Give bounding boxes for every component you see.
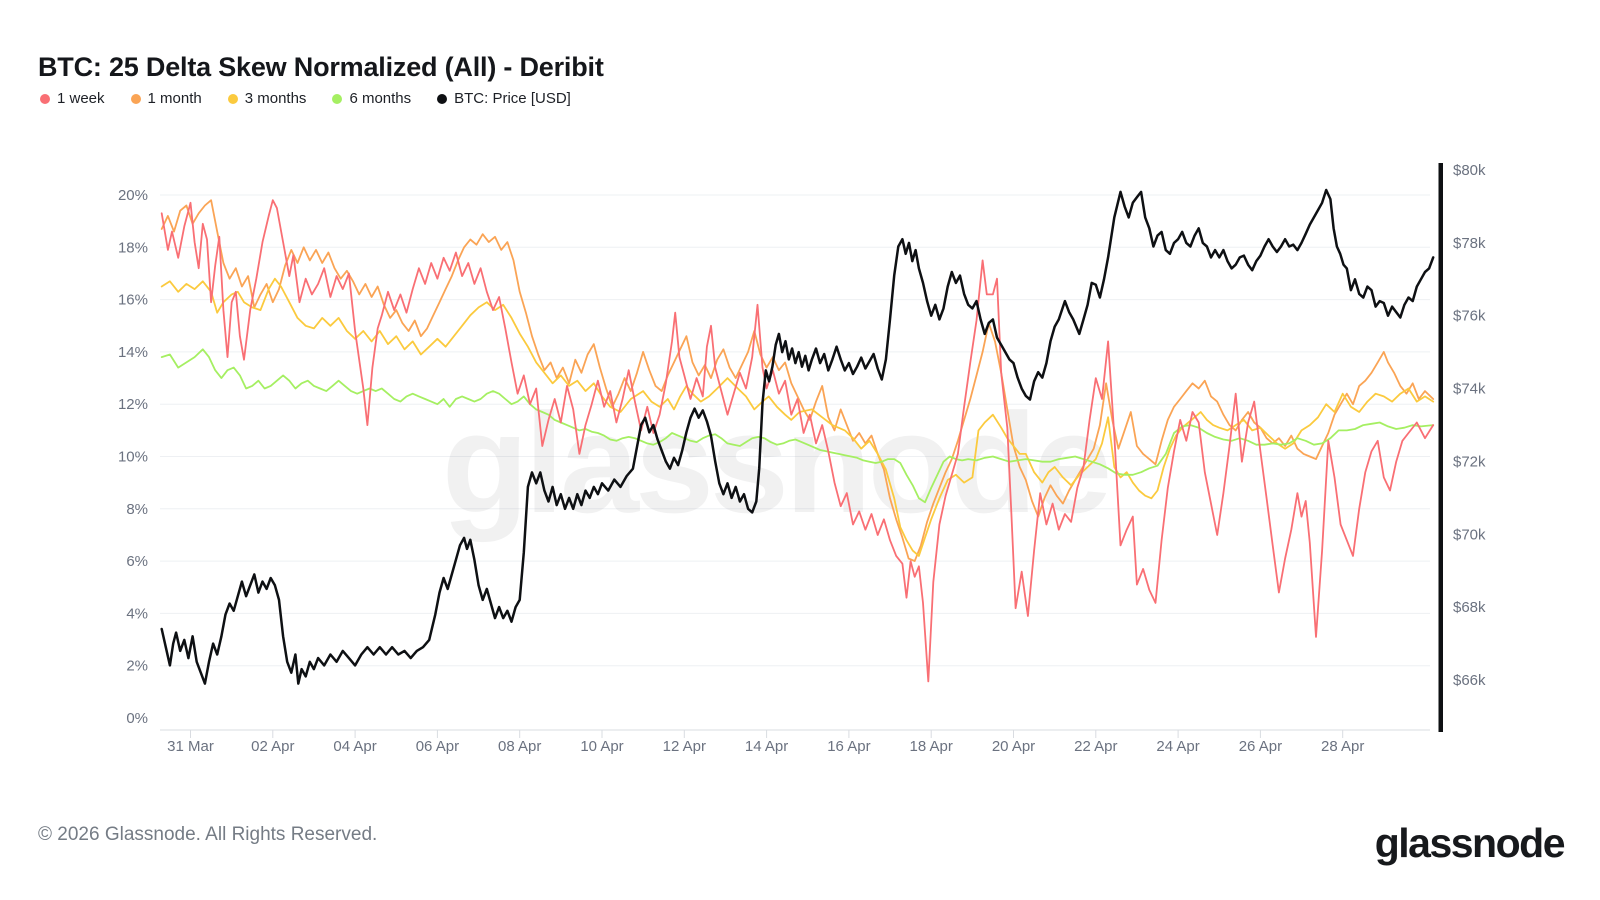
legend-label: 1 month [147, 90, 202, 107]
left-axis-label: 6% [126, 553, 148, 570]
page-title: BTC: 25 Delta Skew Normalized (All) - De… [38, 52, 604, 83]
left-axis-label: 2% [126, 658, 148, 675]
series-line-1-month [160, 199, 1435, 562]
x-axis-label: 10 Apr [580, 738, 623, 755]
x-axis-label: 12 Apr [663, 738, 706, 755]
legend-dot-icon [437, 93, 448, 104]
legend-item-6-months[interactable]: 6 months [332, 90, 411, 107]
right-axis-label: $74k [1453, 381, 1486, 398]
chart-legend: 1 week 1 month 3 months 6 months BTC: Price … [40, 90, 571, 107]
legend-dot-icon [130, 93, 141, 104]
series-line-3-months [160, 277, 1435, 557]
chart-canvas: glassnode 31 Mar 02 Apr 04 Apr 06 Apr 08 Apr 1… [118, 162, 1486, 755]
x-axis-label: 08 Apr [498, 738, 541, 755]
x-axis-label: 26 Apr [1239, 738, 1282, 755]
legend-item-1-month[interactable]: 1 month [130, 90, 202, 107]
left-axis-label: 16% [118, 292, 148, 309]
legend-dot-icon [227, 93, 238, 104]
legend-label: 3 months [244, 90, 307, 107]
series-line-btc-price-usd [160, 188, 1435, 685]
right-axis-label: $68k [1453, 599, 1486, 616]
left-axis-label: 10% [118, 449, 148, 466]
left-axis-label: 12% [118, 396, 148, 413]
x-axis-label: 20 Apr [992, 738, 1035, 755]
series-line-1-week [160, 199, 1435, 683]
price-axis-line [1438, 163, 1443, 732]
x-axis-label: 04 Apr [333, 738, 376, 755]
chart-area: glassnode 31 Mar 02 Apr 04 Apr 06 Apr 08 Apr 1… [0, 130, 1600, 770]
x-axis-label: 18 Apr [910, 738, 953, 755]
x-axis-label: 06 Apr [416, 738, 459, 755]
right-axis-label: $72k [1453, 453, 1486, 470]
right-axis-label: $70k [1453, 526, 1486, 543]
legend-label: 1 week [57, 90, 105, 107]
left-axis-label: 4% [126, 605, 148, 622]
series-line-6-months [160, 348, 1435, 504]
x-axis-label: 28 Apr [1321, 738, 1364, 755]
legend-dot-icon [40, 93, 50, 104]
x-axis-label: 16 Apr [827, 738, 870, 755]
x-axis-label: 14 Apr [745, 738, 788, 755]
x-axis-label: 02 Apr [251, 738, 294, 755]
left-axis-label: 18% [118, 239, 148, 256]
left-axis-label: 20% [118, 187, 148, 204]
x-axis-label: 31 Mar [167, 738, 214, 755]
right-axis-label: $76k [1453, 308, 1486, 325]
right-axis-label: $78k [1453, 235, 1486, 252]
left-axis-label: 8% [126, 501, 148, 518]
legend-label: 6 months [349, 90, 412, 107]
legend-item-btc-price-usd[interactable]: BTC: Price [USD] [437, 90, 571, 107]
x-axis-label: 24 Apr [1156, 738, 1199, 755]
glassnode-watermark: glassnode [442, 384, 1108, 543]
legend-item-3-months[interactable]: 3 months [227, 90, 307, 107]
legend-dot-icon [332, 93, 343, 104]
right-axis-label: $66k [1453, 672, 1486, 689]
copyright-text: © 2026 Glassnode. All Rights Reserved. [38, 824, 378, 845]
right-axis-label: $80k [1453, 162, 1486, 179]
legend-item-1-week[interactable]: 1 week [40, 90, 105, 107]
legend-label: BTC: Price [USD] [454, 90, 571, 107]
left-axis-label: 14% [118, 344, 148, 361]
x-axis-label: 22 Apr [1074, 738, 1117, 755]
left-axis-label: 0% [126, 710, 148, 727]
glassnode-logo: glassnode [1374, 820, 1566, 866]
